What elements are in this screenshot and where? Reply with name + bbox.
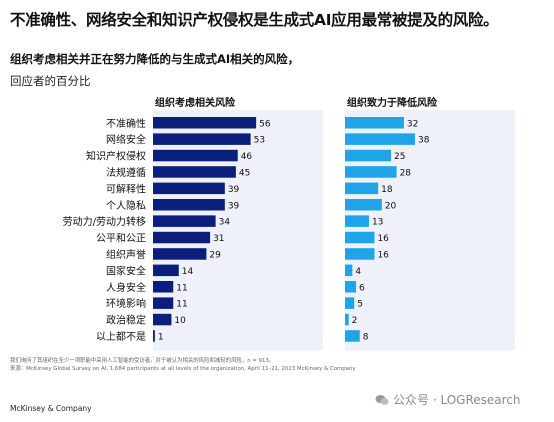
bar-mitigating bbox=[345, 297, 355, 309]
value-label-considered: 31 bbox=[213, 234, 224, 244]
bar-mitigating bbox=[345, 117, 404, 129]
value-label-mitigating: 4 bbox=[355, 267, 361, 277]
value-label-mitigating: 32 bbox=[407, 119, 418, 129]
bar-mitigating bbox=[345, 166, 397, 178]
wechat-icon bbox=[375, 395, 389, 405]
bar-considered bbox=[153, 166, 236, 178]
watermark: 公众号 · LOGResearch bbox=[375, 391, 521, 408]
bar-considered bbox=[153, 182, 225, 195]
value-label-mitigating: 16 bbox=[377, 250, 389, 260]
brand-label: McKinsey & Company bbox=[10, 404, 92, 413]
value-label-mitigating: 8 bbox=[363, 332, 369, 342]
value-label-considered: 34 bbox=[219, 218, 231, 228]
bar-considered bbox=[153, 215, 216, 227]
series-header-mitigating: 组织致力于降低风险 bbox=[347, 96, 438, 109]
value-label-mitigating: 38 bbox=[418, 136, 430, 146]
category-label: 劳动力/劳动力转移 bbox=[63, 215, 146, 228]
chart-unit: 回应者的百分比 bbox=[10, 74, 91, 88]
bar-mitigating bbox=[345, 281, 357, 293]
category-label: 知识产权侵权 bbox=[86, 150, 146, 163]
category-label: 个人隐私 bbox=[106, 200, 146, 212]
bar-mitigating bbox=[345, 215, 369, 227]
value-label-mitigating: 20 bbox=[385, 201, 397, 211]
bar-mitigating bbox=[345, 231, 375, 244]
bar-considered bbox=[153, 313, 172, 326]
bar-considered bbox=[153, 133, 251, 145]
category-label: 网络安全 bbox=[106, 133, 146, 146]
bar-mitigating bbox=[345, 313, 349, 326]
value-label-considered: 39 bbox=[228, 201, 240, 211]
value-label-mitigating: 6 bbox=[359, 283, 365, 293]
watermark-text: 公众号 · LOGResearch bbox=[393, 393, 521, 407]
category-label: 以上都不是 bbox=[96, 331, 146, 343]
panel-considered bbox=[153, 110, 323, 351]
category-label: 组织声誉 bbox=[106, 248, 146, 261]
panel-mitigating bbox=[345, 110, 515, 351]
bar-considered bbox=[153, 330, 155, 342]
headline: 不准确性、网络安全和知识产权侵权是生成式AI应用最常被提及的风险。 bbox=[10, 11, 499, 29]
bar-mitigating bbox=[345, 264, 353, 277]
value-label-considered: 45 bbox=[239, 168, 250, 178]
bar-mitigating bbox=[345, 182, 379, 195]
value-label-considered: 11 bbox=[176, 283, 187, 293]
bar-considered bbox=[153, 149, 238, 162]
value-label-mitigating: 2 bbox=[352, 316, 358, 326]
bar-considered bbox=[153, 297, 174, 309]
value-label-considered: 53 bbox=[254, 136, 265, 146]
value-label-mitigating: 16 bbox=[377, 234, 389, 244]
footnote: 我们询问了其组织在至少一项职能中采用人工智能的受访者。对于被认为相关的风险和减轻… bbox=[10, 357, 550, 373]
bar-considered bbox=[153, 231, 211, 244]
bar-considered bbox=[153, 199, 225, 211]
bar-mitigating bbox=[345, 248, 375, 260]
value-label-considered: 11 bbox=[176, 300, 187, 310]
value-label-considered: 14 bbox=[182, 267, 194, 277]
bar-mitigating bbox=[345, 133, 415, 145]
bar-mitigating bbox=[345, 199, 382, 211]
value-label-considered: 56 bbox=[259, 119, 271, 129]
value-label-considered: 10 bbox=[174, 316, 186, 326]
category-label: 公平和公正 bbox=[96, 233, 146, 245]
chart-subtitle: 组织考虑相关并正在努力降低的与生成式AI相关的风险， bbox=[10, 52, 300, 66]
footnote-line-2: 来源：McKinsey Global Survey on AI, 1,684 p… bbox=[10, 366, 356, 372]
category-label: 政治稳定 bbox=[106, 314, 146, 327]
category-label: 国家安全 bbox=[106, 264, 146, 277]
bar-mitigating bbox=[345, 330, 360, 342]
value-label-considered: 1 bbox=[158, 332, 164, 342]
bar-mitigating bbox=[345, 149, 392, 162]
bar-considered bbox=[153, 281, 174, 293]
category-label: 法规遵循 bbox=[106, 166, 146, 179]
value-label-mitigating: 25 bbox=[394, 152, 405, 162]
value-label-considered: 29 bbox=[209, 250, 221, 260]
category-label: 环境影响 bbox=[106, 297, 146, 310]
value-label-considered: 46 bbox=[241, 152, 253, 162]
category-label: 人身安全 bbox=[106, 281, 146, 294]
value-label-mitigating: 13 bbox=[372, 218, 383, 228]
value-label-considered: 39 bbox=[228, 185, 240, 195]
footnote-line-1: 我们询问了其组织在至少一项职能中采用人工智能的受访者。对于被认为相关的风险和减轻… bbox=[10, 358, 275, 364]
value-label-mitigating: 18 bbox=[381, 185, 393, 195]
category-label: 不准确性 bbox=[106, 117, 146, 130]
bar-considered bbox=[153, 264, 179, 277]
value-label-mitigating: 28 bbox=[400, 168, 412, 178]
series-header-considered: 组织考虑相关风险 bbox=[155, 96, 236, 109]
value-label-mitigating: 5 bbox=[357, 300, 363, 310]
bar-considered bbox=[153, 117, 257, 129]
category-label: 可解释性 bbox=[106, 182, 146, 195]
bar-considered bbox=[153, 248, 207, 260]
